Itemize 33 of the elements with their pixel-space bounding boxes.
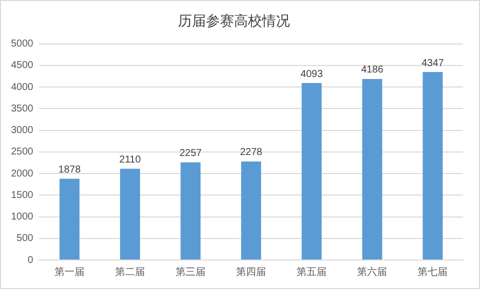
x-tick-label: 第五届 <box>296 266 327 278</box>
y-tick-label: 4000 <box>10 82 34 93</box>
x-tick-label: 第六届 <box>357 266 388 278</box>
data-label: 2278 <box>240 147 263 158</box>
y-tick-label: 1000 <box>10 212 34 223</box>
y-tick-label: 3500 <box>10 103 34 114</box>
y-tick-label: 3000 <box>10 125 34 136</box>
data-label: 4093 <box>300 68 324 80</box>
y-tick-label: 0 <box>28 254 34 266</box>
x-tick-label: 第一届 <box>54 266 85 278</box>
chart-title: 历届参赛高校情况 <box>178 12 290 28</box>
x-tick-label: 第二届 <box>115 266 146 278</box>
x-tick-label: 第四届 <box>236 266 266 278</box>
x-tick-label: 第七届 <box>418 266 448 278</box>
y-tick-label: 1500 <box>10 190 34 201</box>
bar <box>120 168 140 260</box>
data-label: 2257 <box>179 148 202 160</box>
bar <box>180 162 201 260</box>
data-label: 4347 <box>422 58 444 69</box>
bar <box>362 79 382 260</box>
bar <box>422 72 443 260</box>
y-tick-label: 5000 <box>10 38 34 50</box>
bar <box>241 162 262 260</box>
y-tick-label: 500 <box>16 233 34 244</box>
y-tick-label: 2000 <box>10 168 34 180</box>
x-tick-label: 第三届 <box>176 266 206 278</box>
data-label: 2110 <box>119 154 142 166</box>
y-tick-label: 2500 <box>10 146 34 158</box>
bar <box>60 178 80 260</box>
y-tick-label: 4500 <box>10 60 34 72</box>
bar <box>302 83 322 260</box>
data-label: 1878 <box>58 164 82 176</box>
data-label: 4186 <box>361 64 384 76</box>
